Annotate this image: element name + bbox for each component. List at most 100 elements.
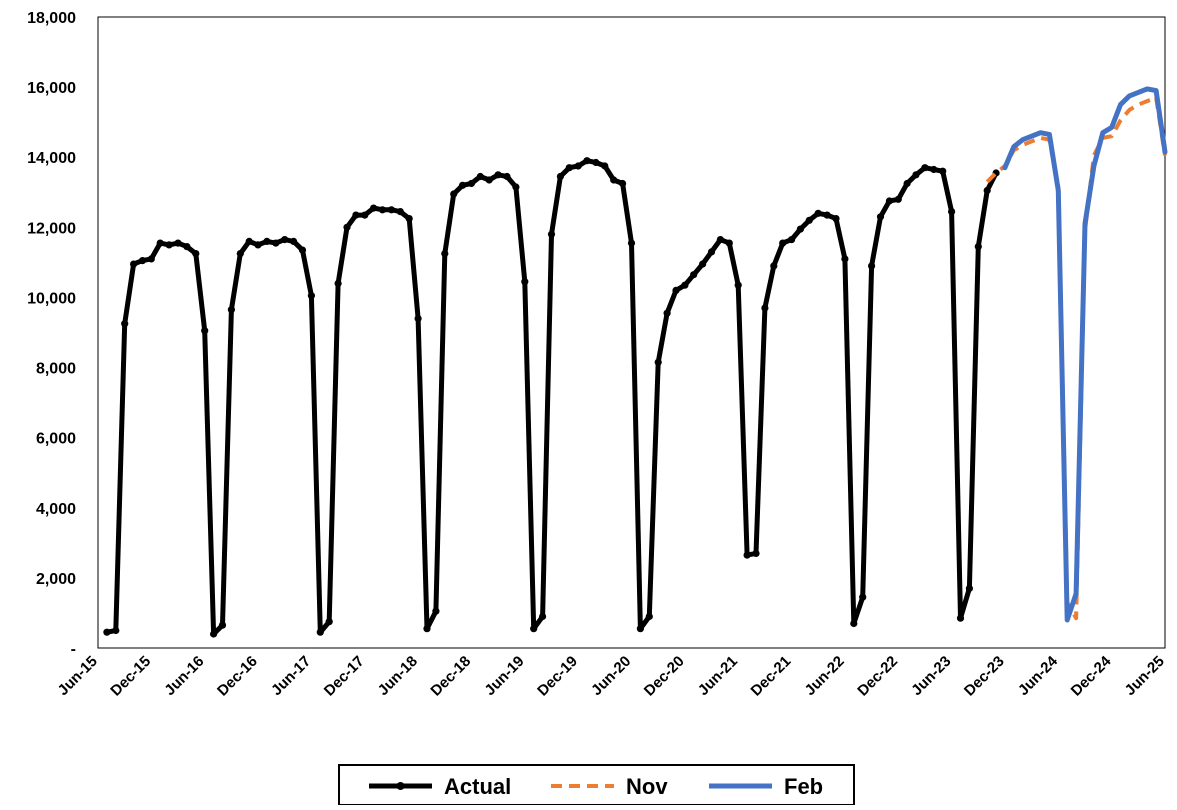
x-tick-label: Dec-18 bbox=[427, 653, 474, 700]
data-point-actual bbox=[592, 158, 600, 167]
data-point-actual bbox=[121, 320, 129, 328]
legend-label-feb: Feb bbox=[784, 774, 823, 799]
data-point-actual bbox=[183, 243, 191, 251]
plot-area bbox=[97, 16, 1166, 649]
data-point-actual bbox=[281, 236, 289, 244]
x-tick-label: Dec-20 bbox=[641, 653, 688, 700]
series-line-nov bbox=[985, 95, 1167, 621]
data-point-actual bbox=[912, 171, 920, 179]
y-tick-label: 4,000 bbox=[36, 501, 76, 518]
data-point-actual bbox=[734, 281, 742, 289]
x-tick-label: Jun-25 bbox=[1122, 653, 1168, 699]
x-tick-label: Jun-19 bbox=[481, 653, 527, 699]
x-tick-label: Jun-15 bbox=[55, 653, 101, 699]
data-point-actual bbox=[192, 250, 200, 258]
data-point-actual bbox=[103, 628, 111, 636]
data-point-actual bbox=[796, 225, 805, 233]
data-point-actual bbox=[948, 208, 956, 216]
data-point-actual bbox=[245, 237, 253, 245]
x-tick-label: Jun-24 bbox=[1015, 652, 1062, 699]
data-point-actual bbox=[147, 255, 155, 263]
x-tick-label: Jun-17 bbox=[268, 653, 314, 699]
x-tick-label: Jun-23 bbox=[908, 653, 954, 699]
data-point-actual bbox=[805, 216, 813, 224]
data-point-actual bbox=[494, 171, 502, 179]
y-tick-label: 8,000 bbox=[36, 361, 76, 378]
data-point-actual bbox=[530, 625, 538, 633]
y-tick-label: 14,000 bbox=[27, 150, 76, 167]
y-tick-label: 18,000 bbox=[27, 10, 76, 27]
data-point-actual bbox=[743, 551, 751, 559]
data-point-actual bbox=[405, 215, 413, 223]
data-point-actual bbox=[761, 304, 769, 312]
data-point-actual bbox=[868, 262, 876, 270]
x-tick-label: Jun-18 bbox=[375, 653, 421, 699]
data-point-actual bbox=[378, 206, 387, 214]
y-tick-label: 6,000 bbox=[36, 431, 76, 448]
data-point-actual bbox=[556, 172, 565, 181]
data-point-actual bbox=[370, 204, 378, 212]
data-point-actual bbox=[512, 183, 520, 191]
data-point-actual bbox=[894, 195, 902, 203]
data-point-actual bbox=[130, 260, 138, 268]
x-tick-label: Jun-16 bbox=[161, 653, 207, 699]
data-point-actual bbox=[690, 271, 698, 279]
data-point-actual bbox=[841, 255, 849, 263]
x-tick-label: Dec-19 bbox=[534, 653, 581, 700]
y-tick-label: 16,000 bbox=[27, 80, 76, 97]
data-point-actual bbox=[316, 628, 324, 636]
data-point-actual bbox=[387, 206, 395, 214]
data-point-actual bbox=[610, 176, 618, 184]
y-tick-label: - bbox=[71, 641, 76, 658]
data-point-actual bbox=[716, 236, 725, 244]
x-tick-label: Jun-22 bbox=[802, 653, 848, 699]
data-point-actual bbox=[432, 607, 440, 615]
data-point-actual bbox=[788, 236, 796, 244]
data-point-actual bbox=[227, 306, 235, 314]
legend-marker bbox=[396, 782, 405, 790]
y-tick-label: 12,000 bbox=[27, 220, 76, 237]
data-point-actual bbox=[112, 626, 120, 635]
x-tick-label: Dec-22 bbox=[854, 653, 901, 700]
data-point-actual bbox=[307, 292, 315, 300]
data-point-actual bbox=[823, 211, 831, 219]
data-point-actual bbox=[218, 621, 227, 629]
x-tick-label: Dec-17 bbox=[321, 653, 368, 700]
data-point-actual bbox=[165, 241, 173, 249]
data-point-actual bbox=[450, 190, 458, 198]
data-point-actual bbox=[699, 260, 707, 268]
data-point-actual bbox=[983, 186, 991, 195]
series-line-feb bbox=[1002, 86, 1168, 623]
data-point-actual bbox=[876, 213, 885, 221]
data-point-actual bbox=[547, 230, 556, 238]
data-point-actual bbox=[814, 209, 822, 217]
data-point-actual bbox=[467, 179, 475, 188]
data-point-actual bbox=[210, 630, 218, 638]
data-point-actual bbox=[174, 239, 182, 247]
data-point-actual bbox=[156, 239, 164, 247]
data-point-actual bbox=[414, 314, 422, 323]
data-point-actual bbox=[965, 584, 974, 593]
data-point-actual bbox=[503, 172, 511, 181]
legend-label-nov: Nov bbox=[626, 774, 668, 799]
data-point-actual bbox=[654, 358, 662, 366]
data-point-actual bbox=[939, 167, 947, 175]
data-point-actual bbox=[707, 248, 716, 256]
x-tick-label: Jun-21 bbox=[695, 653, 741, 699]
data-point-actual bbox=[263, 237, 271, 245]
data-point-actual bbox=[930, 165, 938, 174]
data-point-actual bbox=[485, 176, 493, 184]
data-point-actual bbox=[885, 197, 894, 205]
data-point-actual bbox=[636, 625, 645, 633]
data-point-actual bbox=[770, 262, 778, 270]
data-point-actual bbox=[956, 614, 965, 622]
data-point-actual bbox=[272, 239, 280, 247]
data-point-actual bbox=[290, 237, 298, 245]
data-point-actual bbox=[441, 250, 449, 258]
data-point-actual bbox=[859, 593, 867, 601]
data-point-actual bbox=[725, 239, 733, 247]
data-point-actual bbox=[565, 164, 573, 172]
data-point-actual bbox=[779, 239, 787, 247]
data-point-actual bbox=[325, 618, 333, 626]
data-point-actual bbox=[334, 279, 342, 287]
